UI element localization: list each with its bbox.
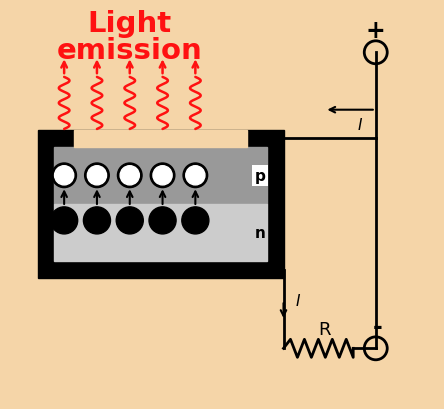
- Bar: [54, 204, 267, 262]
- Text: p: p: [254, 169, 265, 183]
- Text: R: R: [318, 320, 331, 338]
- Circle shape: [120, 166, 139, 185]
- Circle shape: [186, 166, 205, 185]
- Circle shape: [149, 207, 176, 234]
- Circle shape: [52, 164, 76, 188]
- Text: -: -: [373, 314, 383, 338]
- Circle shape: [55, 166, 74, 185]
- Text: I: I: [357, 117, 361, 132]
- Text: n: n: [254, 226, 265, 240]
- Text: +: +: [366, 19, 386, 43]
- Circle shape: [182, 207, 209, 234]
- Circle shape: [116, 207, 143, 234]
- Text: Light: Light: [87, 10, 172, 38]
- Text: I: I: [296, 293, 300, 308]
- Bar: [37, 131, 284, 278]
- Bar: [54, 147, 267, 204]
- Circle shape: [150, 164, 175, 188]
- Circle shape: [51, 207, 78, 234]
- Circle shape: [183, 164, 208, 188]
- Circle shape: [118, 164, 142, 188]
- Circle shape: [153, 166, 172, 185]
- Bar: [74, 131, 247, 147]
- Circle shape: [85, 164, 109, 188]
- Circle shape: [83, 207, 111, 234]
- Circle shape: [87, 166, 107, 185]
- Text: emission: emission: [57, 37, 202, 65]
